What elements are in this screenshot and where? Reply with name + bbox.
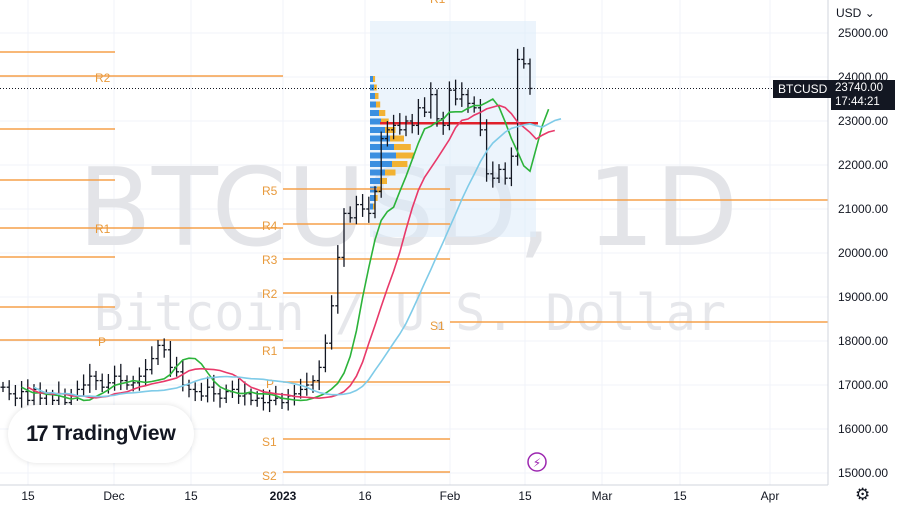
y-tick-label-8: 23000.00 xyxy=(838,114,888,128)
x-tick-label-1: Dec xyxy=(103,489,124,503)
y-tick-label-7: 22000.00 xyxy=(838,158,888,172)
profile-bar-blue-14 xyxy=(370,195,375,201)
profile-bar-yellow-12 xyxy=(380,178,387,184)
profile-bar-yellow-4 xyxy=(379,110,386,116)
x-tick-label-9: Apr xyxy=(761,489,780,503)
profile-bar-yellow-14 xyxy=(374,195,378,201)
profile-bar-yellow-10 xyxy=(392,161,408,167)
pivot-label-2: P xyxy=(98,335,106,349)
currency-label: USD xyxy=(836,6,862,20)
tradingview-logo[interactable]: 17 TradingView xyxy=(8,405,194,463)
y-tick-label-10: 25000.00 xyxy=(838,26,888,40)
y-tick-label-1: 16000.00 xyxy=(838,422,888,436)
time-axis-bg xyxy=(0,485,828,510)
x-tick-label-0: 15 xyxy=(21,489,35,503)
pivot-label-3: R5 xyxy=(262,184,278,198)
profile-bar-blue-6 xyxy=(370,127,385,133)
x-tick-label-3: 2023 xyxy=(270,489,297,503)
pivot-label-5: R3 xyxy=(262,253,278,267)
currency-selector[interactable]: USD ⌄ xyxy=(836,6,875,20)
x-tick-label-7: Mar xyxy=(592,489,613,503)
profile-bar-blue-4 xyxy=(370,110,379,116)
x-tick-label-6: 15 xyxy=(518,489,532,503)
y-tick-label-0: 15000.00 xyxy=(838,466,888,480)
chevron-down-icon: ⌄ xyxy=(864,6,875,20)
symbol-price-tag: BTCUSD xyxy=(773,80,833,98)
profile-bar-yellow-5 xyxy=(381,118,389,125)
pivot-label-11: S1 xyxy=(262,435,277,449)
profile-bar-blue-3 xyxy=(370,101,376,108)
pivot-label-10: S2 xyxy=(262,469,277,483)
profile-bar-blue-7 xyxy=(370,135,390,142)
pivot-label-1: R1 xyxy=(95,222,111,236)
profile-bar-yellow-7 xyxy=(390,135,404,142)
brand-name: TradingView xyxy=(52,422,176,445)
ma-line-2 xyxy=(33,118,562,398)
ma-line-1 xyxy=(27,104,555,400)
x-tick-label-4: 16 xyxy=(358,489,372,503)
profile-bar-blue-1 xyxy=(370,84,374,91)
profile-bar-blue-12 xyxy=(370,178,380,184)
profile-bar-yellow-8 xyxy=(394,144,411,150)
y-tick-label-4: 19000.00 xyxy=(838,290,888,304)
pivot-label-7: R1 xyxy=(262,344,278,358)
profile-bar-yellow-0 xyxy=(373,76,376,82)
y-tick-label-2: 17000.00 xyxy=(838,378,888,392)
profile-bar-blue-15 xyxy=(370,203,373,210)
gear-icon[interactable]: ⚙ xyxy=(855,485,871,504)
y-tick-label-5: 20000.00 xyxy=(838,246,888,260)
tradingview-mark-icon: 17 xyxy=(26,421,49,446)
profile-bar-yellow-3 xyxy=(376,101,381,108)
profile-bar-blue-11 xyxy=(370,169,385,176)
lightning-icon-glyph: ⚡ xyxy=(533,456,541,470)
profile-bar-blue-0 xyxy=(370,76,373,82)
x-tick-label-8: 15 xyxy=(673,489,687,503)
profile-bar-blue-9 xyxy=(370,152,396,159)
profile-bar-yellow-6 xyxy=(385,127,396,133)
y-tick-label-6: 21000.00 xyxy=(838,202,888,216)
pivot-label-9: S1 xyxy=(430,319,445,333)
profile-bar-yellow-2 xyxy=(375,93,379,99)
profile-bar-blue-2 xyxy=(370,93,375,99)
profile-bar-blue-5 xyxy=(370,118,381,125)
profile-bar-yellow-15 xyxy=(373,203,376,210)
y-tick-label-3: 18000.00 xyxy=(838,334,888,348)
pivot-label-6: R2 xyxy=(262,287,278,301)
pivot-label-0: R2 xyxy=(95,71,111,85)
profile-bar-yellow-11 xyxy=(385,169,396,176)
x-tick-label-5: Feb xyxy=(440,489,461,503)
bar-countdown: 17:44:21 xyxy=(835,96,880,108)
lightning-icon xyxy=(527,452,547,472)
last-price-value: 23740.00 xyxy=(835,82,883,94)
x-tick-label-2: 15 xyxy=(184,489,198,503)
pivot-label-12: R1 xyxy=(430,0,446,6)
pivot-label-4: R4 xyxy=(262,219,278,233)
ma-line-0 xyxy=(21,97,550,402)
pivot-label-8: P xyxy=(266,377,274,391)
profile-bar-yellow-9 xyxy=(396,152,415,159)
last-price-tag: 23740.00 17:44:21 xyxy=(831,80,895,110)
profile-bar-yellow-1 xyxy=(374,84,377,91)
profile-bar-blue-8 xyxy=(370,144,394,150)
